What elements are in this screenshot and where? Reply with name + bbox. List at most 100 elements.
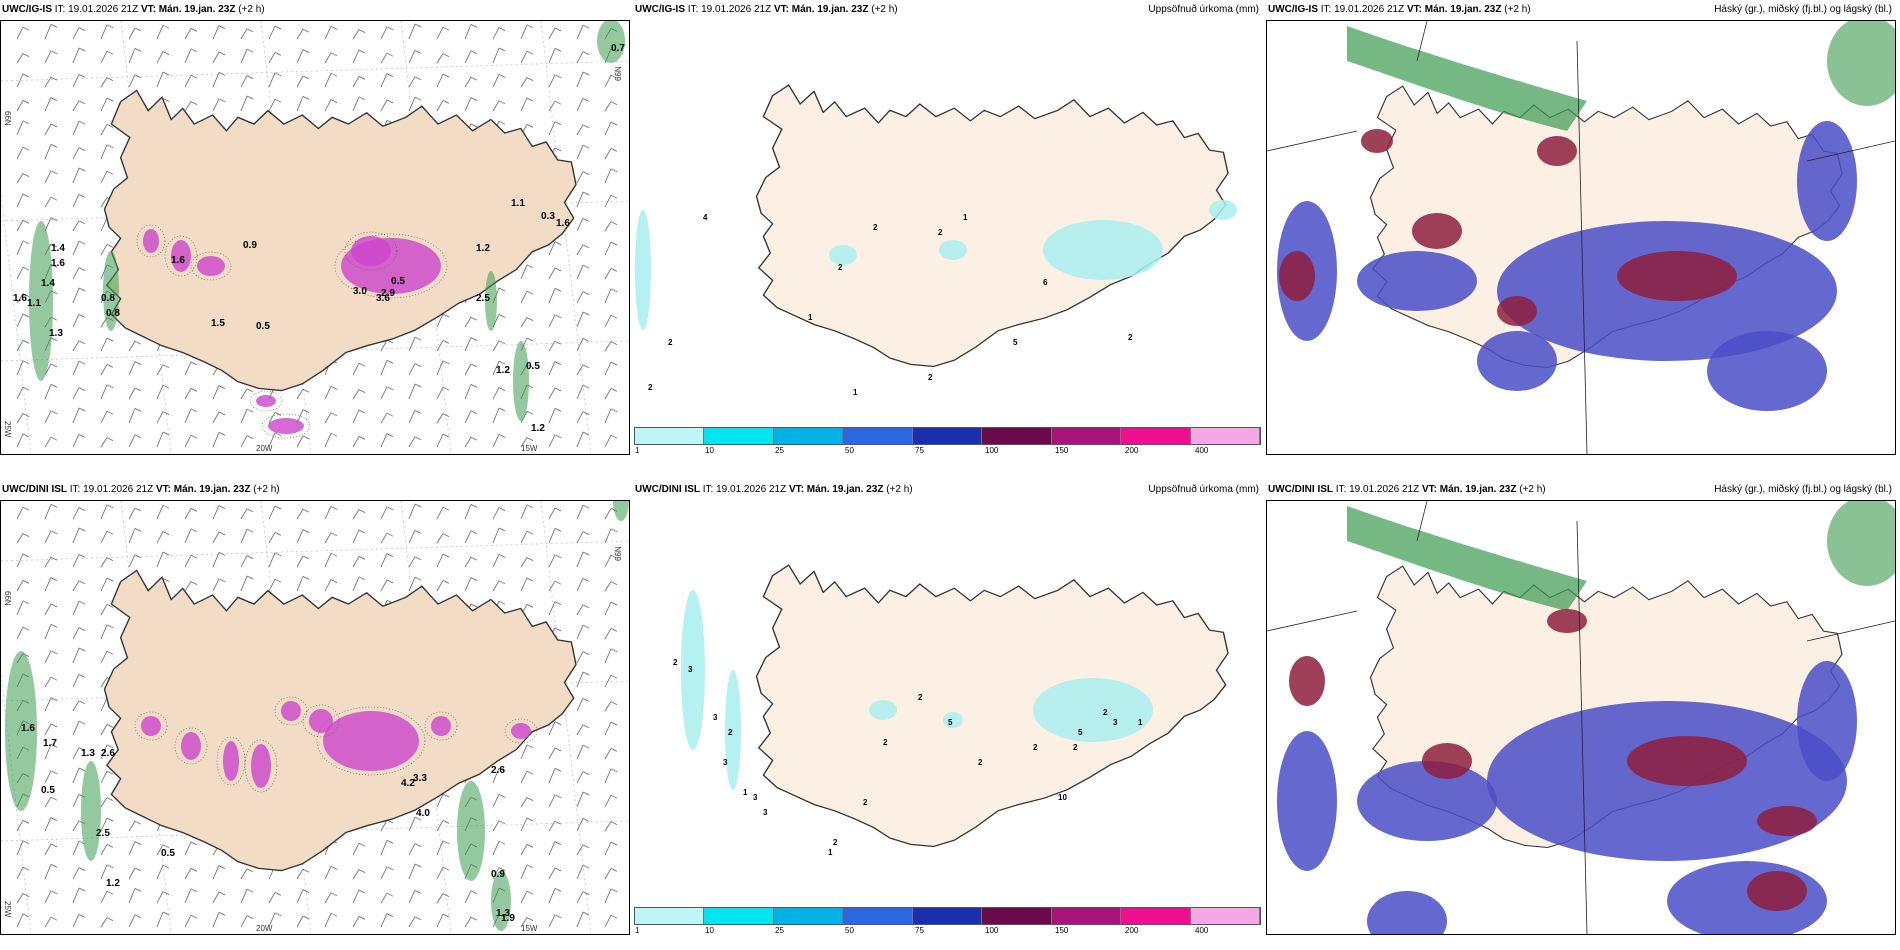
accum-value-label: 3 — [688, 665, 693, 674]
colorbar-tick: 400 — [1195, 446, 1209, 455]
precip-value-label: 1.2 — [496, 365, 510, 376]
svg-text:66N: 66N — [3, 591, 12, 606]
accum-value-label: 1 — [808, 313, 813, 322]
map-area[interactable] — [1266, 20, 1896, 455]
precip-value-label: 0.5 — [41, 785, 55, 796]
accum-value-label: 2 — [838, 263, 843, 272]
accum-value-label: 10 — [1058, 793, 1067, 802]
precip-value-label: 3.6 — [376, 293, 390, 304]
colorbar-swatch — [982, 428, 1052, 444]
colorbar-tick: 75 — [915, 446, 924, 455]
colorbar-swatch — [635, 908, 705, 924]
precip-value-label: 0.5 — [391, 276, 405, 287]
accum-value-label: 3 — [723, 758, 728, 767]
precip-value-label: 4.0 — [416, 808, 430, 819]
colorbar-tick: 100 — [985, 446, 999, 455]
colorbar — [634, 907, 1261, 925]
accum-precip-panel: UWC/IG-IS IT: 19.01.2026 21Z VT: Mán. 19… — [633, 0, 1263, 455]
svg-text:25W: 25W — [3, 421, 12, 438]
accum-value-label: 4 — [703, 213, 708, 222]
accum-value-label: 3 — [713, 713, 718, 722]
panel-header: UWC/DINI ISL IT: 19.01.2026 21Z VT: Mán.… — [635, 484, 913, 495]
precip-value-label: 1.6 — [13, 293, 27, 304]
accum-value-label: 2 — [918, 693, 923, 702]
colorbar-tick: 10 — [705, 926, 714, 935]
vt-time: Mán. 19.jan. 23Z — [173, 484, 251, 495]
svg-text:25W: 25W — [3, 901, 12, 918]
colorbar-swatch — [773, 908, 844, 924]
cloud-panel: UWC/DINI ISL IT: 19.01.2026 21Z VT: Mán.… — [1266, 480, 1896, 935]
svg-text:15W: 15W — [521, 444, 538, 453]
precip-value-label: 0.7 — [611, 43, 625, 54]
accum-value-label: 2 — [928, 373, 933, 382]
precip-value-label: 1.2 — [531, 423, 545, 434]
accum-value-label: 2 — [978, 758, 983, 767]
precip-value-label: 0.3 — [541, 211, 555, 222]
colorbar-swatch — [1051, 428, 1122, 444]
panel-header: UWC/DINI ISL IT: 19.01.2026 21Z VT: Mán.… — [1268, 484, 1546, 495]
colorbar-swatch — [704, 428, 774, 444]
vt-time: Mán. 19.jan. 23Z — [1439, 484, 1517, 495]
accum-value-label: 2 — [648, 383, 653, 392]
map-area[interactable]: 0.7 1.4 1.6 1.4 1.6 1.1 1.3 1.6 0.8 0.8 0.9 1.5 0.5 3… — [0, 20, 630, 455]
colorbar-swatch — [1190, 428, 1260, 444]
model-name: UWC/DINI ISL — [1268, 484, 1333, 495]
colorbar-tick: 400 — [1195, 926, 1209, 935]
colorbar-tick: 200 — [1125, 926, 1139, 935]
colorbar — [634, 427, 1261, 445]
colorbar-tick: 10 — [705, 446, 714, 455]
it-time: 19.01.2026 21Z — [1334, 4, 1405, 15]
accum-value-label: 3 — [753, 793, 758, 802]
colorbar-swatch — [912, 908, 983, 924]
colorbar-swatch — [704, 908, 774, 924]
precip-value-label: 0.5 — [526, 361, 540, 372]
model-name: UWC/DINI ISL — [635, 484, 700, 495]
it-label: IT: — [702, 484, 714, 495]
map-area[interactable]: 2 3 3 2 3 1 2 5 2 2 1 2 2 10 2 5 1 2 2 3 3 3 — [633, 500, 1263, 935]
it-label: IT: — [54, 4, 66, 15]
lead-time: (+2 h) — [1504, 4, 1531, 15]
precip-value-label: 1.3 — [49, 328, 63, 339]
precip-value-label: 1.3 — [496, 908, 510, 919]
precip-value-label: 3.3 — [413, 773, 427, 784]
precip-value-label: 1.1 — [511, 198, 525, 209]
precip-value-label: 1.7 — [43, 738, 57, 749]
precip-value-label: 0.5 — [161, 848, 175, 859]
accum-value-label: 1 — [828, 848, 833, 857]
colorbar-tick: 50 — [845, 446, 854, 455]
colorbar-swatch — [912, 428, 983, 444]
precip-value-label: 0.8 — [101, 293, 115, 304]
colorbar-tick: 150 — [1055, 446, 1069, 455]
precip-wind-panel: UWC/IG-IS IT: 19.01.2026 21Z VT: Mán. 19… — [0, 0, 630, 455]
precip-value-label: 2.6 — [491, 765, 505, 776]
it-time: 19.01.2026 21Z — [716, 484, 787, 495]
panel-header: UWC/IG-IS IT: 19.01.2026 21Z VT: Mán. 19… — [635, 4, 898, 15]
precip-value-label: 1.6 — [21, 723, 35, 734]
colorbar-tick: 150 — [1055, 926, 1069, 935]
colorbar-tick: 1 — [635, 926, 640, 935]
accum-value-label: 3 — [1113, 718, 1118, 727]
lead-time: (+2 h) — [871, 4, 898, 15]
panel-title: Háský (gr.), miðský (fj.bl.) og lágský (… — [1714, 4, 1892, 15]
precip-value-label: 3.0 — [353, 286, 367, 297]
vt-label: VT: — [788, 484, 804, 495]
precip-value-label: 1.4 — [51, 243, 65, 254]
colorbar-swatch — [843, 428, 913, 444]
it-time: 19.01.2026 21Z — [68, 4, 139, 15]
precip-value-label: 0.9 — [491, 869, 505, 880]
colorbar-swatch — [635, 428, 705, 444]
accum-value-label: 2 — [833, 838, 838, 847]
map-area[interactable] — [1266, 500, 1896, 935]
model-name: UWC/IG-IS — [2, 4, 52, 15]
accum-value-label: 6 — [1043, 278, 1048, 287]
precip-value-label: 2.9 — [381, 288, 395, 299]
colorbar-swatch — [982, 908, 1052, 924]
map-area[interactable]: 1.6 1.7 1.3 2.6 0.5 2.5 0.5 1.2 3.3 4.2 4.0 2.6 0.9 1… — [0, 500, 630, 935]
accum-value-label: 1 — [1138, 718, 1143, 727]
accum-value-label: 2 — [1128, 333, 1133, 342]
accum-value-label: 2 — [863, 798, 868, 807]
panel-header: UWC/IG-IS IT: 19.01.2026 21Z VT: Mán. 19… — [1268, 4, 1531, 15]
vt-label: VT: — [1421, 484, 1437, 495]
vt-time: Mán. 19.jan. 23Z — [791, 4, 869, 15]
